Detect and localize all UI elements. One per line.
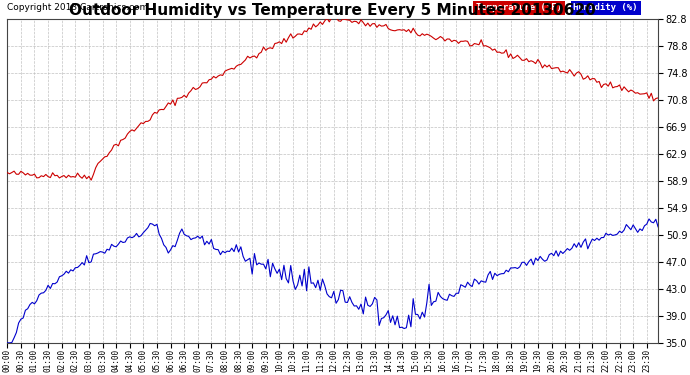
Text: Temperature (°F): Temperature (°F) [476,3,562,12]
Title: Outdoor Humidity vs Temperature Every 5 Minutes 20130620: Outdoor Humidity vs Temperature Every 5 … [69,3,596,18]
Text: Copyright 2013 Cartronics.com: Copyright 2013 Cartronics.com [8,3,148,12]
Text: Humidity (%): Humidity (%) [573,3,638,12]
